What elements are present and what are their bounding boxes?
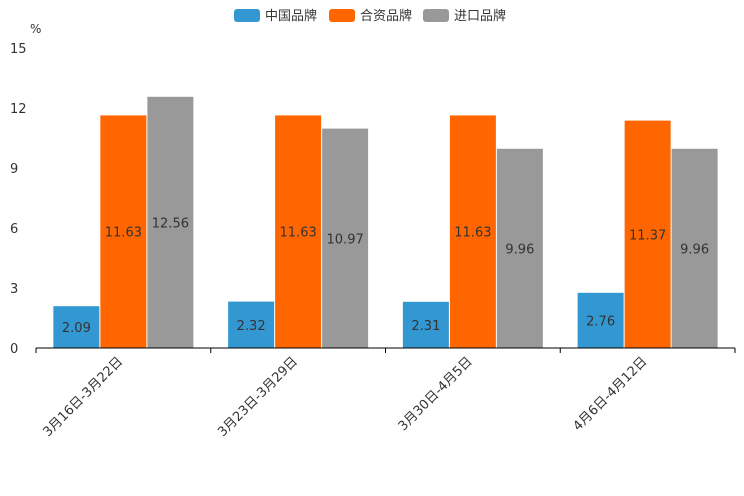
bar-value-label: 12.56 [152, 216, 189, 231]
bar[interactable] [624, 120, 671, 348]
y-tick-label: 6 [10, 222, 18, 237]
bar-value-label: 11.37 [629, 228, 666, 243]
bar[interactable] [322, 128, 369, 348]
legend-label[interactable]: 中国品牌 [265, 8, 317, 24]
legend-label[interactable]: 进口品牌 [454, 8, 506, 24]
bar-value-label: 11.63 [454, 226, 491, 241]
legend-swatch[interactable] [423, 9, 449, 22]
legend: 中国品牌 合资品牌 进口品牌 [234, 8, 506, 24]
bar[interactable] [275, 115, 322, 349]
x-axis: 3月16日-3月22日 3月23日-3月29日 3月30日-4月5日 4月6日-4月1… [35, 347, 736, 440]
bar-value-label: 9.96 [680, 242, 709, 257]
bar-value-label: 2.31 [411, 319, 440, 334]
x-category-label: 3月16日-3月22日 [40, 354, 126, 440]
y-tick-label: 15 [10, 42, 27, 57]
bars: 2.09 11.63 12.56 2.32 11.63 10.97 2.31 11.63 9.9… [53, 96, 718, 349]
bar-value-label: 2.76 [586, 314, 615, 329]
bar-value-label: 11.63 [105, 226, 142, 241]
bar[interactable] [100, 115, 147, 349]
bar[interactable] [577, 292, 624, 348]
bar[interactable] [671, 148, 718, 348]
x-category-label: 4月6日-4月12日 [571, 354, 651, 434]
y-tick-label: 0 [10, 342, 18, 357]
bar[interactable] [228, 301, 275, 348]
bar[interactable] [449, 115, 496, 349]
legend-label[interactable]: 合资品牌 [360, 8, 412, 24]
legend-swatch[interactable] [329, 9, 355, 22]
y-axis-ticks: 0 3 6 9 12 15 [10, 42, 27, 357]
legend-swatch[interactable] [234, 9, 260, 22]
y-tick-label: 12 [10, 102, 27, 117]
y-axis-unit: % [30, 22, 41, 36]
bar[interactable] [496, 148, 543, 348]
bar-value-label: 11.63 [280, 226, 317, 241]
bar[interactable] [53, 306, 100, 348]
bar-value-label: 9.96 [505, 242, 534, 257]
bar-value-label: 2.09 [62, 321, 91, 336]
y-tick-label: 3 [10, 282, 18, 297]
bar[interactable] [147, 96, 194, 348]
y-tick-label: 9 [10, 162, 18, 177]
bar-value-label: 2.32 [237, 319, 266, 334]
x-category-label: 3月30日-4月5日 [396, 354, 476, 434]
x-category-label: 3月23日-3月29日 [215, 354, 301, 440]
bar-value-label: 10.97 [327, 232, 364, 247]
bar[interactable] [402, 301, 449, 348]
